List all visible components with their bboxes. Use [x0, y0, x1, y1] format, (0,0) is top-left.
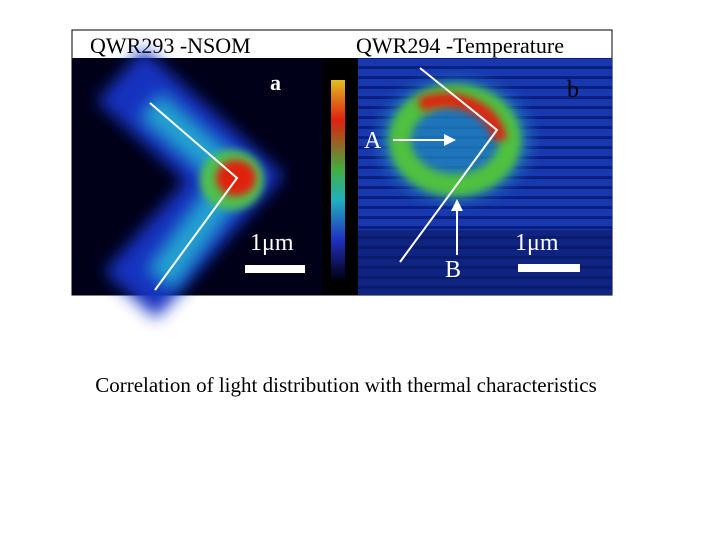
colorbar	[331, 80, 345, 280]
scale-bar	[518, 264, 580, 272]
panel-label: a	[270, 70, 281, 95]
marker-label: A	[364, 128, 382, 154]
arrow-head	[451, 199, 463, 211]
guide-line	[399, 67, 499, 263]
caption: Correlation of light distribution with t…	[95, 373, 597, 397]
scale-label: 1μm	[250, 230, 294, 256]
arrow-head	[444, 134, 456, 146]
panel-label: b	[567, 77, 579, 103]
left-title: QWR293 -NSOM	[90, 33, 251, 58]
marker-label: B	[445, 257, 461, 283]
scale-label: 1μm	[515, 230, 559, 256]
scale-bar	[245, 265, 305, 273]
guide-line	[149, 102, 239, 291]
right-title: QWR294 -Temperature	[356, 33, 564, 58]
